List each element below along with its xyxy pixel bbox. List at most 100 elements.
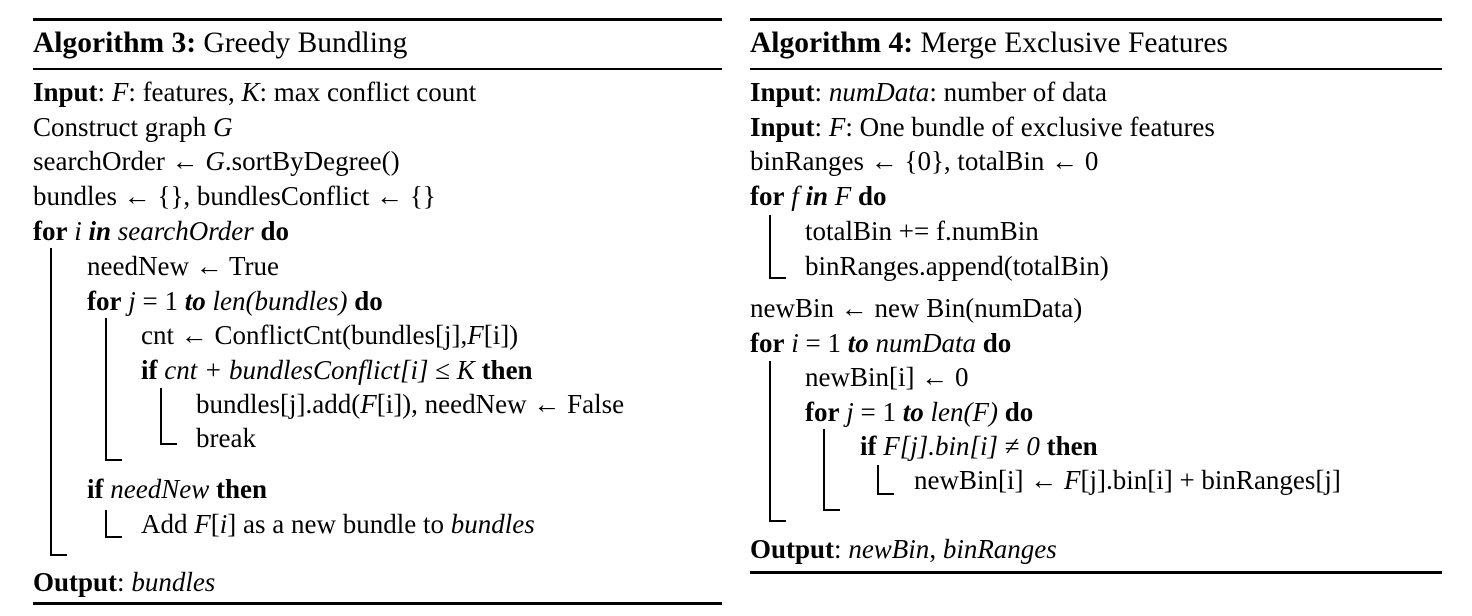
line-segment: needNew ← True [87,251,279,281]
line-segment: j [846,397,854,427]
line-segment: do [1004,397,1034,427]
algo-line: for j = 1 to len(F) do [805,396,1033,428]
line-segment: searchOrder [117,216,254,246]
algo-line: Input: F: One bundle of exclusive featur… [750,111,1215,143]
algo-line: for j = 1 to len(bundles) do [87,285,383,317]
line-segment: then [481,355,533,385]
line-segment: break [196,423,256,453]
line-segment: i [791,328,799,358]
top-rule [750,18,1442,21]
line-segment: newBin[i] ← 0 [805,362,969,392]
line-segment: do [354,286,383,316]
bottom-rule [750,571,1442,574]
line-segment [924,397,931,427]
algo-line: if cnt + bundlesConflict[i] ≤ K then [141,354,533,386]
line-segment: needNew [110,474,210,504]
block-bar [105,318,107,460]
line-segment: binRanges.append(totalBin) [805,251,1109,281]
line-segment: totalBin += f.numBin [805,216,1039,246]
algo-line: searchOrder ← G.sortByDegree() [33,145,400,177]
line-segment: : One bundle of exclusive features [845,112,1215,142]
line-segment: : [97,77,112,107]
line-segment: Input [33,77,98,107]
title-rule [750,68,1442,70]
line-segment: bundles [131,567,216,597]
line-segment [799,181,806,211]
block-end-tick [769,520,786,522]
line-segment [111,216,118,246]
block-end-tick [769,277,786,279]
block-bar [769,361,771,521]
line-segment: binRanges [942,534,1057,564]
line-segment: : [117,567,132,597]
line-segment: Output [750,534,835,564]
algo-line: Construct graph G [33,111,232,143]
algorithm-title: Algorithm 3: Greedy Bundling [33,26,407,60]
line-segment: F [1063,465,1081,495]
algo-line: Input: F: features, K: max conflict coun… [33,76,476,108]
algo-line: binRanges.append(totalBin) [805,250,1109,282]
line-segment: cnt ← ConflictCnt(bundles[j], [141,320,468,350]
line-segment: ≤ [428,355,457,385]
title-rule [33,68,722,70]
line-segment: then [215,474,267,504]
line-segment: : features, [128,77,242,107]
line-segment: do [858,181,887,211]
algo-line: needNew ← True [87,250,279,282]
algo-line: newBin[i] ← 0 [805,361,968,393]
line-segment [206,286,213,316]
line-segment: cnt + bundlesConflict[i] [164,355,429,385]
line-segment: newBin [848,534,930,564]
algo-line: totalBin += f.numBin [805,215,1039,247]
algo-line: cnt ← ConflictCnt(bundles[j],F[i]) [141,319,518,351]
line-segment [869,328,876,358]
line-segment [209,474,216,504]
line-segment: F [194,509,211,539]
line-segment: if [87,474,104,504]
algo-line: newBin ← new Bin(numData) [750,292,1082,324]
line-segment: numData [828,77,930,107]
line-segment: [j].bin[i] + binRanges[j] [1080,465,1341,495]
line-segment: for [750,328,785,358]
line-segment [998,397,1005,427]
line-segment: [ [210,509,220,539]
algorithm-name: Greedy Bundling [203,27,408,59]
algorithm-title: Algorithm 4: Merge Exclusive Features [750,26,1228,60]
line-segment: .sortByDegree() [224,146,400,176]
line-segment: : [834,534,849,564]
algo-line: if needNew then [87,473,267,505]
line-segment: in [88,216,112,246]
line-segment: G [205,146,225,176]
line-segment: binRanges ← {0}, totalBin ← 0 [750,146,1099,176]
line-segment: bundles ← {}, bundlesConflict ← {} [33,181,436,211]
line-segment: if [141,355,158,385]
line-segment: K [456,355,475,385]
line-segment: ≠ [998,431,1027,461]
block-end-tick [50,554,67,556]
line-segment: do [260,216,290,246]
line-segment: G [212,112,233,142]
line-segment: : max conflict count [259,77,477,107]
block-end-tick [877,493,894,495]
line-segment: bundles[j].add( [196,389,361,419]
algo-line: newBin[i] ← F[j].bin[i] + binRanges[j] [914,464,1341,496]
block-end-tick [160,443,177,445]
line-segment: i [219,509,228,539]
line-segment [1040,431,1047,461]
line-segment: then [1046,431,1098,461]
line-segment: = 1 [798,328,848,358]
line-segment: F [360,389,377,419]
algo-line: Add F[i] as a new bundle to bundles [141,508,535,540]
line-segment: F [467,320,484,350]
line-segment: F[j].bin[i] [883,431,999,461]
line-segment: to [902,397,924,427]
algorithm-name: Merge Exclusive Features [920,27,1228,59]
line-segment: bundles [450,509,535,539]
block-bar [823,429,825,510]
line-segment: = 1 [853,397,903,427]
line-segment [82,216,89,246]
line-segment: : [814,112,829,142]
line-segment: for [87,286,122,316]
line-segment: newBin[i] ← [914,465,1064,495]
algo-line: Output: bundles [33,566,215,598]
